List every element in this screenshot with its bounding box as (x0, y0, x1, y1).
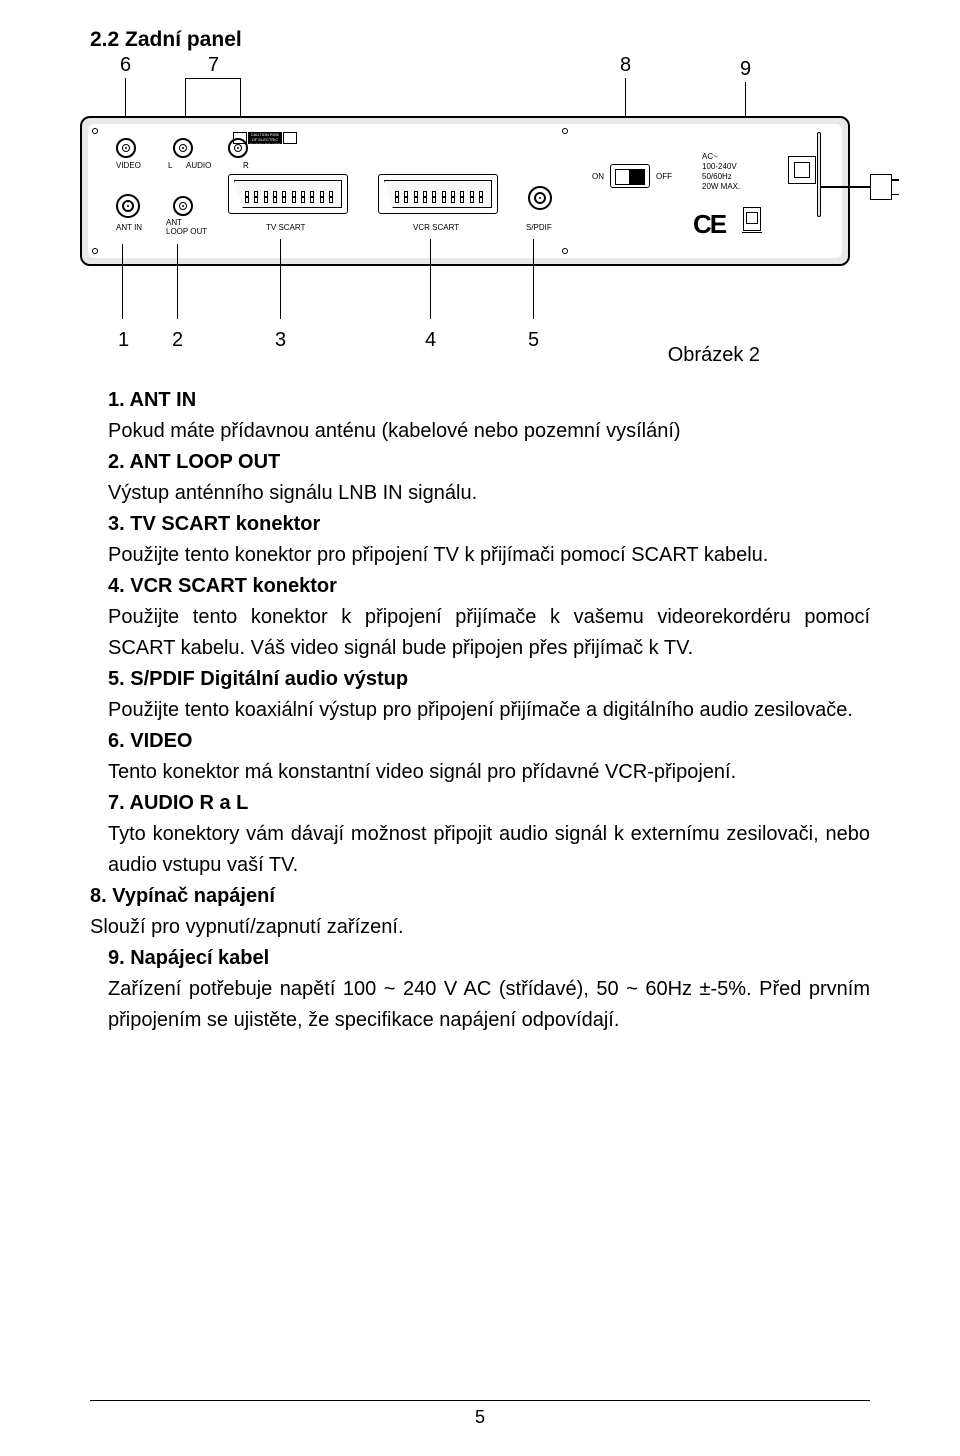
label-on: ON (592, 172, 604, 181)
item-text: Použijte tento konektor k připojení přij… (108, 602, 870, 664)
callout-line (430, 239, 431, 319)
audio-l-jack (173, 138, 193, 158)
cord-strain-relief (817, 132, 821, 217)
item-heading: 3. TV SCART konektor (108, 509, 870, 540)
callout-line (533, 239, 534, 319)
item-text: Výstup anténního signálu LNB IN signálu. (108, 478, 870, 509)
callout-3: 3 (275, 329, 286, 352)
callout-9: 9 (740, 58, 751, 81)
item-text: Tyto konektory vám dávají možnost připoj… (108, 819, 870, 881)
ce-mark-icon: CE (693, 209, 725, 240)
callout-line (122, 244, 123, 319)
label-audio: AUDIO (186, 161, 211, 170)
footer-rule (90, 1400, 870, 1401)
label-spdif: S/PDIF (526, 223, 552, 232)
inner-panel: VIDEO L AUDIO R ANT IN ANT LOOP OUT CAUT… (88, 124, 842, 258)
triangle-bolt-icon (233, 132, 247, 144)
item-heading: 4. VCR SCART konektor (108, 571, 870, 602)
item-heading: 7. AUDIO R a L (108, 788, 870, 819)
item-text: Slouží pro vypnutí/zapnutí zařízení. (90, 912, 870, 943)
item-heading: 2. ANT LOOP OUT (108, 447, 870, 478)
vcr-scart-connector (378, 174, 498, 214)
rear-panel: VIDEO L AUDIO R ANT IN ANT LOOP OUT CAUT… (80, 116, 850, 266)
power-switch (610, 164, 650, 188)
callout-line (213, 78, 241, 79)
item-text: Použijte tento koaxiální výstup pro přip… (108, 695, 870, 726)
callout-line (185, 78, 213, 79)
label-tv-scart: TV SCART (266, 223, 305, 232)
item-text: Zařízení potřebuje napětí 100 ~ 240 V AC… (108, 974, 870, 1036)
spdif-jack (528, 186, 552, 210)
item-heading: 5. S/PDIF Digitální audio výstup (108, 664, 870, 695)
callout-line (280, 239, 281, 319)
item-heading: 1. ANT IN (108, 385, 870, 416)
power-spec: AC~ 100-240V 50/60Hz 20W MAX. (702, 152, 740, 192)
item-text: Pokud máte přídavnou anténu (kabelové ne… (108, 416, 870, 447)
fuse-holder (788, 156, 816, 184)
item-text: Použijte tento konektor pro připojení TV… (108, 540, 870, 571)
screw-icon (562, 128, 568, 134)
label-ant-loop: ANT LOOP OUT (166, 219, 207, 237)
screw-icon (92, 248, 98, 254)
item-heading: 9. Napájecí kabel (108, 943, 870, 974)
screw-icon (92, 128, 98, 134)
callout-2: 2 (172, 329, 183, 352)
label-ant-in: ANT IN (116, 223, 142, 232)
callout-6: 6 (120, 54, 131, 77)
ant-loop-jack (173, 196, 193, 216)
rear-panel-diagram: 6 7 8 9 VIDEO L AUDIO R ANT IN ANT (80, 54, 860, 374)
power-cord (820, 186, 870, 188)
callout-line (177, 244, 178, 319)
callout-7: 7 (208, 54, 219, 77)
callout-4: 4 (425, 329, 436, 352)
label-r: R (243, 161, 249, 170)
tv-scart-connector (228, 174, 348, 214)
label-vcr-scart: VCR SCART (413, 223, 459, 232)
callout-5: 5 (528, 329, 539, 352)
caution-text: CAUTION RISK OF ELECTRIC SHOCK DO NOT OP… (248, 132, 282, 144)
video-jack (116, 138, 136, 158)
weee-icon (743, 207, 761, 231)
screw-icon (562, 248, 568, 254)
label-video: VIDEO (116, 161, 141, 170)
item-text: Tento konektor má konstantní video signá… (108, 757, 870, 788)
callout-1: 1 (118, 329, 129, 352)
item-heading: 8. Vypínač napájení (90, 881, 870, 912)
label-l: L (168, 161, 172, 170)
ant-in-jack (116, 194, 140, 218)
label-off: OFF (656, 172, 672, 181)
page-number: 5 (0, 1407, 960, 1428)
description-list: 1. ANT IN Pokud máte přídavnou anténu (k… (108, 385, 870, 1036)
callout-8: 8 (620, 54, 631, 77)
power-plug-icon (870, 174, 892, 200)
item-heading: 6. VIDEO (108, 726, 870, 757)
caution-label: CAUTION RISK OF ELECTRIC SHOCK DO NOT OP… (233, 132, 303, 150)
section-title: 2.2 Zadní panel (90, 28, 870, 52)
triangle-excl-icon (283, 132, 297, 144)
